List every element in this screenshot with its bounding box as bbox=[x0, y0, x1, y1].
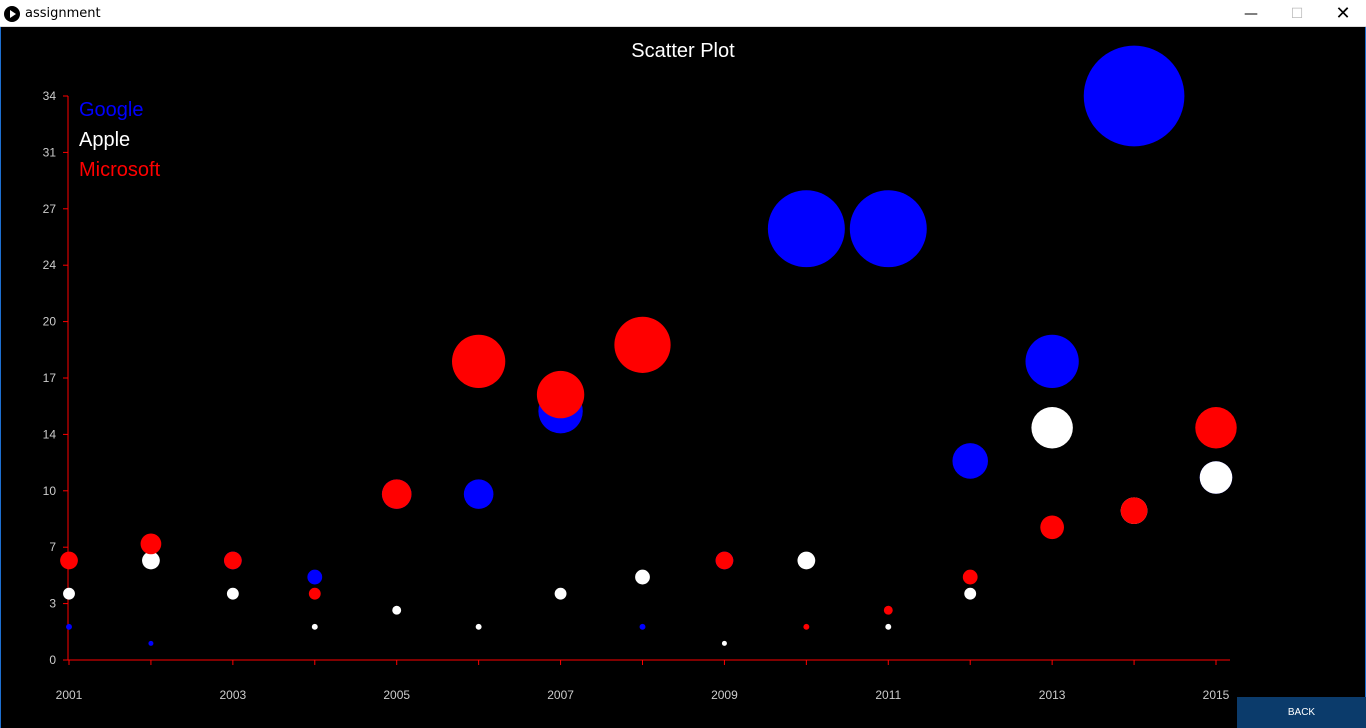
point-microsoft bbox=[962, 569, 978, 585]
point-apple bbox=[392, 605, 402, 615]
point-apple bbox=[885, 623, 892, 630]
point-microsoft bbox=[883, 605, 893, 615]
chart-title: Scatter Plot bbox=[631, 40, 735, 62]
x-tick-label: 2001 bbox=[56, 688, 83, 702]
point-microsoft bbox=[140, 533, 162, 555]
back-button[interactable]: BACK bbox=[1237, 697, 1366, 728]
point-apple bbox=[63, 587, 75, 600]
y-tick-label: 34 bbox=[43, 89, 57, 103]
y-tick-label: 10 bbox=[43, 484, 57, 498]
y-tick-label: 27 bbox=[43, 202, 57, 216]
point-apple bbox=[964, 587, 977, 600]
point-microsoft bbox=[536, 370, 585, 419]
y-tick-label: 20 bbox=[43, 315, 57, 329]
x-tick-label: 2003 bbox=[220, 688, 247, 702]
point-microsoft bbox=[1195, 407, 1237, 449]
point-google bbox=[849, 190, 927, 268]
y-tick-label: 7 bbox=[49, 540, 56, 554]
point-apple bbox=[226, 587, 239, 600]
legend-google: Google bbox=[79, 99, 144, 121]
x-tick-label: 2005 bbox=[383, 688, 410, 702]
point-microsoft bbox=[803, 623, 810, 630]
minimize-button[interactable]: — bbox=[1244, 5, 1258, 22]
point-microsoft bbox=[715, 551, 734, 570]
point-google bbox=[1025, 334, 1079, 389]
y-tick-label: 24 bbox=[43, 258, 57, 272]
point-microsoft bbox=[1040, 515, 1064, 540]
point-google bbox=[639, 623, 646, 630]
window-border-left bbox=[0, 27, 1, 728]
x-tick-label: 2011 bbox=[875, 688, 901, 702]
point-google bbox=[66, 623, 72, 630]
x-tick-label: 2015 bbox=[1203, 688, 1230, 702]
point-google bbox=[463, 479, 494, 509]
point-microsoft bbox=[223, 551, 242, 570]
point-google bbox=[952, 443, 988, 479]
point-apple bbox=[311, 623, 318, 630]
point-google bbox=[1083, 45, 1185, 147]
x-tick-label: 2013 bbox=[1039, 688, 1066, 702]
legend-apple: Apple bbox=[79, 129, 130, 151]
y-tick-label: 31 bbox=[43, 145, 57, 159]
window-titlebar: assignment — ☐ ✕ bbox=[0, 0, 1366, 27]
point-microsoft bbox=[452, 334, 506, 389]
app-icon bbox=[4, 6, 20, 22]
maximize-button[interactable]: ☐ bbox=[1290, 5, 1304, 22]
point-apple bbox=[797, 551, 816, 570]
point-microsoft bbox=[614, 316, 671, 373]
y-tick-label: 0 bbox=[49, 653, 56, 667]
x-tick-label: 2007 bbox=[547, 688, 574, 702]
close-button[interactable]: ✕ bbox=[1335, 3, 1351, 24]
point-apple bbox=[475, 623, 482, 630]
point-microsoft bbox=[308, 587, 321, 600]
point-apple bbox=[1031, 407, 1073, 449]
point-google bbox=[148, 640, 154, 646]
scatter-chart: Scatter Plot 0 3 7 10 14 17 20 24 27 31 34 2001 2003 2… bbox=[43, 40, 1237, 702]
point-apple bbox=[635, 569, 650, 585]
y-tick-label: 14 bbox=[43, 427, 57, 441]
point-microsoft bbox=[1120, 497, 1148, 525]
point-apple bbox=[554, 587, 567, 600]
point-google bbox=[307, 569, 323, 585]
point-apple bbox=[1199, 461, 1233, 494]
y-tick-label: 3 bbox=[49, 597, 56, 611]
window-title: assignment bbox=[25, 6, 101, 21]
legend-microsoft: Microsoft bbox=[79, 159, 161, 181]
point-microsoft bbox=[60, 551, 78, 570]
point-google bbox=[767, 190, 845, 268]
point-apple bbox=[721, 640, 727, 646]
y-tick-label: 17 bbox=[43, 371, 57, 385]
x-tick-label: 2009 bbox=[711, 688, 738, 702]
point-apple bbox=[142, 551, 160, 570]
point-microsoft bbox=[381, 479, 412, 509]
